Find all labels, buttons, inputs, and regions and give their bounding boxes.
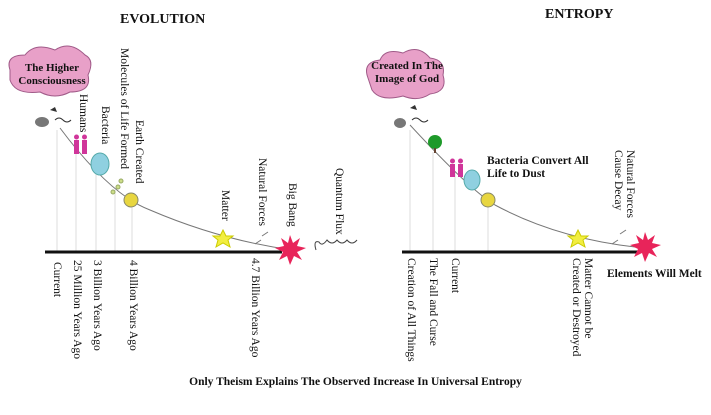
humans-icon — [450, 158, 463, 177]
label-bacteria: Bacteria — [99, 106, 111, 145]
evolution-cloud — [8, 45, 92, 97]
bacteria-icon — [463, 169, 481, 191]
person-kite-icon — [35, 107, 72, 127]
person-kite-icon — [394, 105, 429, 128]
evolution-cloud-text: The Higher Consciousness — [18, 62, 86, 87]
label-fall-curse: The Fall and Curse — [427, 258, 439, 346]
label-25-million: 25 Million Years Ago — [71, 260, 83, 360]
label-quantum-flux: Quantum Flux — [333, 168, 345, 235]
evolution-guides — [56, 130, 133, 252]
entropy-curve — [409, 124, 646, 249]
tree-icon — [428, 135, 442, 153]
bacteria-icon — [90, 152, 110, 176]
label-3-billion: 3 Billion Years Ago — [91, 260, 103, 351]
entropy-cloud — [366, 48, 445, 100]
humans-icon — [74, 134, 87, 154]
earth-icon — [123, 192, 139, 208]
label-matter: Matter — [219, 190, 231, 221]
big-bang-icon — [275, 235, 306, 265]
entropy-guides — [409, 130, 489, 252]
quantum-flux-icon — [314, 239, 358, 251]
label-creation: Creation of All Things — [405, 258, 417, 362]
label-elements-will-melt: Elements Will Melt — [607, 268, 702, 280]
elements-melt-icon — [630, 232, 661, 262]
bacteria-note: Bacteria Convert All Life to Dust — [487, 155, 589, 180]
molecules-icon — [110, 178, 124, 195]
earth-icon — [480, 192, 496, 208]
entropy-cloud-text: Created In The Image of God — [371, 60, 443, 85]
label-big-bang: Big Bang — [286, 183, 298, 227]
label-current: Current — [51, 262, 63, 298]
evolution-title: EVOLUTION — [120, 12, 206, 27]
label-current-entropy: Current — [449, 258, 461, 294]
label-molecules: Molecules of Life Formed — [118, 48, 130, 170]
caption: Only Theism Explains The Observed Increa… — [189, 376, 522, 388]
label-4-7-billion: 4.7 Billion Years Ago — [249, 258, 261, 358]
label-humans: Humans — [77, 94, 89, 133]
matter-star-icon — [566, 228, 590, 249]
entropy-title: ENTROPY — [545, 7, 614, 22]
label-natural-forces-decay: Natural Forces Cause Decay — [612, 150, 636, 219]
natural-forces-icon — [611, 229, 627, 245]
label-matter-cannot: Matter Cannot be Created or Destroyed — [570, 258, 594, 357]
natural-forces-icon — [254, 231, 269, 245]
matter-star-icon — [211, 228, 235, 249]
label-earth-created: Earth Created — [133, 120, 145, 184]
label-4-billion: 4 Billion Years Ago — [127, 260, 139, 351]
label-natural-forces: Natural Forces — [256, 158, 268, 227]
